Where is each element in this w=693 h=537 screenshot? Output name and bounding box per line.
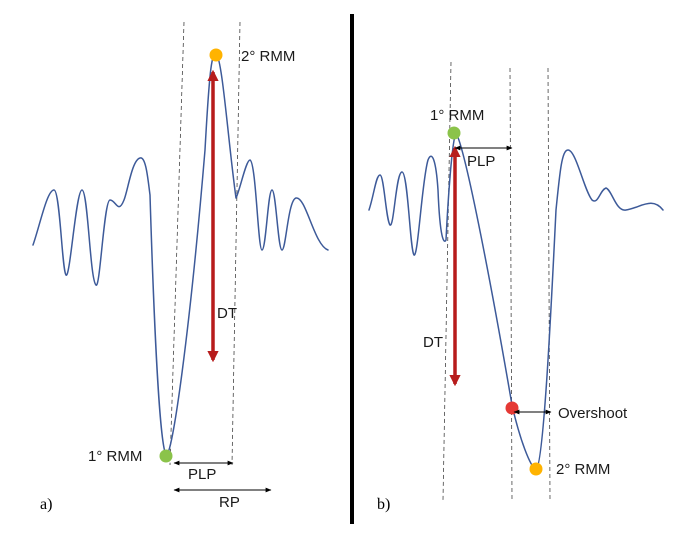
panel-b-guide-right	[547, 67, 551, 501]
panel-a: DT 2° RMM 1° RMM PLP RP a)	[32, 21, 329, 513]
panel-a-guide-left	[169, 21, 185, 466]
panel-b-plp-label: PLP	[467, 153, 495, 170]
panel-a-waveform	[32, 54, 329, 456]
panel-b-label: b)	[377, 496, 390, 513]
panel-a-first-rmm-marker	[159, 449, 173, 463]
panel-a-first-rmm-label: 1° RMM	[88, 448, 142, 465]
panel-b-guide-left	[442, 61, 452, 501]
panel-a-second-rmm-marker	[209, 48, 223, 62]
panel-b-second-rmm-marker	[529, 462, 543, 476]
panel-a-second-rmm-label: 2° RMM	[241, 48, 295, 65]
panel-a-dt-label: DT	[217, 305, 237, 322]
panel-b-overshoot-label: Overshoot	[558, 405, 628, 422]
panel-a-label: a)	[40, 496, 52, 513]
panel-a-guide-right	[231, 21, 241, 466]
panel-b-waveform	[368, 132, 664, 471]
panel-b-overshoot-marker	[505, 401, 519, 415]
panel-b: DT PLP 1° RMM Overshoot 2° RMM b)	[368, 61, 664, 513]
panel-b-first-rmm-marker	[447, 126, 461, 140]
panel-b-second-rmm-label: 2° RMM	[556, 461, 610, 478]
panel-a-rp-label: RP	[219, 494, 240, 511]
panel-b-first-rmm-label: 1° RMM	[430, 107, 484, 124]
panel-b-dt-label: DT	[423, 334, 443, 351]
panel-b-guide-middle	[509, 67, 513, 501]
panel-a-plp-label: PLP	[188, 466, 216, 483]
